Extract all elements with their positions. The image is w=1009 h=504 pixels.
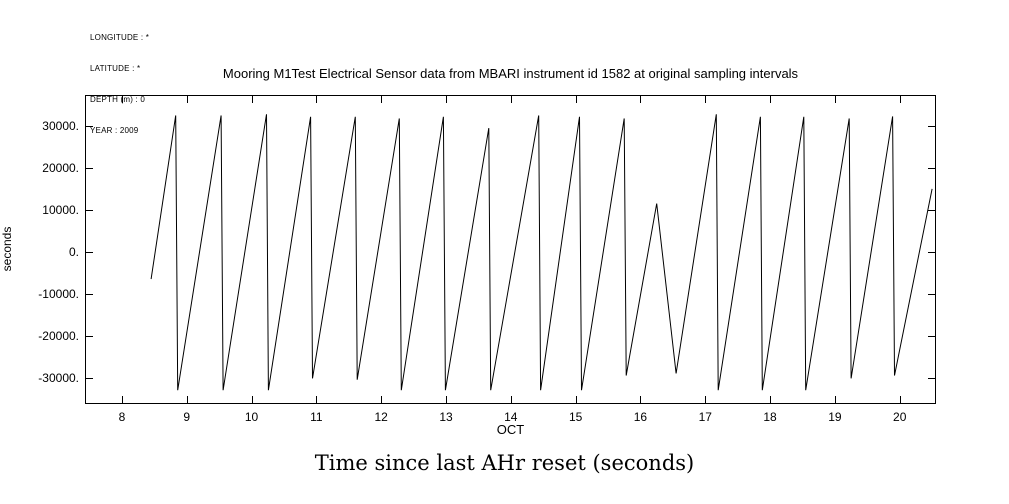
year-label: YEAR : 2009 <box>90 126 139 136</box>
y-tick-label: -30000. <box>38 370 79 385</box>
plot-area <box>85 95 936 404</box>
series-time-since-last-AHr-reset <box>150 114 933 391</box>
depth-label: DEPTH (m) : 0 <box>90 95 146 105</box>
station-metadata-block: LONGITUDE : * LATITUDE : * DEPTH (m) : 0… <box>90 12 149 147</box>
y-tick-label: 20000. <box>42 160 79 175</box>
sawtooth-line-chart <box>85 95 936 404</box>
latitude-label: LATITUDE : * <box>90 63 141 73</box>
longitude-label: LONGITUDE : * <box>90 32 150 42</box>
y-tick-label: 10000. <box>42 202 79 217</box>
x-axis-month-label: OCT <box>496 422 525 437</box>
y-tick-label: 30000. <box>42 119 79 134</box>
y-tick-label: -20000. <box>38 328 79 343</box>
figure-caption: Time since last AHr reset (seconds) <box>314 451 695 475</box>
plot-frame <box>85 95 936 404</box>
y-tick-label: 0. <box>68 244 79 259</box>
y-tick-label: -10000. <box>38 286 79 301</box>
y-axis-title: seconds <box>0 226 14 272</box>
plot-title: Mooring M1Test Electrical Sensor data fr… <box>222 66 799 81</box>
